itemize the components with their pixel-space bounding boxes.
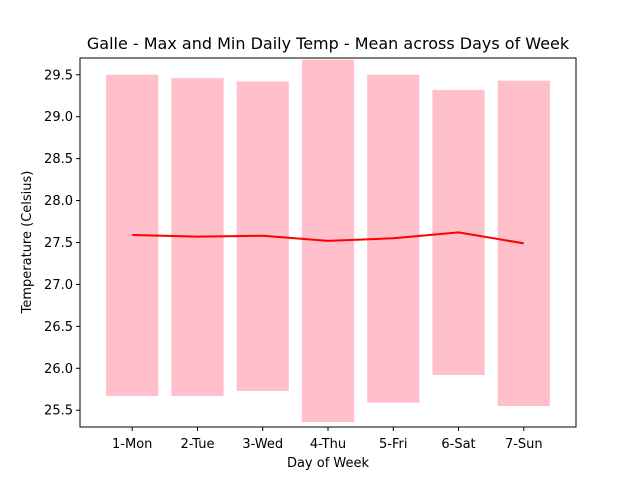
y-axis-label: Temperature (Celsius) xyxy=(20,171,35,315)
y-axis-ticks: 25.5 26.0 26.5 27.0 27.5 28.0 28.5 29.0 29.5 xyxy=(44,68,80,419)
x-tick-label: 6-Sat xyxy=(441,437,475,452)
y-tick-label: 28.5 xyxy=(44,152,73,167)
y-tick-label: 25.5 xyxy=(44,404,73,419)
y-tick-label: 27.0 xyxy=(44,278,73,293)
y-tick-label: 26.0 xyxy=(44,362,73,377)
y-tick-label: 28.0 xyxy=(44,194,73,209)
x-tick-label: 2-Tue xyxy=(180,437,214,452)
x-tick-label: 3-Wed xyxy=(242,437,283,452)
x-tick-label: 5-Fri xyxy=(379,437,407,452)
x-axis-ticks: 1-Mon 2-Tue 3-Wed 4-Thu 5-Fri 6-Sat 7-Sun xyxy=(112,427,543,452)
y-tick-label: 27.5 xyxy=(44,236,73,251)
x-tick-label: 1-Mon xyxy=(112,437,152,452)
x-axis-label: Day of Week xyxy=(287,456,370,471)
y-tick-label: 29.0 xyxy=(44,110,73,125)
x-tick-label: 4-Thu xyxy=(310,437,346,452)
y-tick-label: 29.5 xyxy=(44,68,73,83)
x-tick-label: 7-Sun xyxy=(505,437,543,452)
chart-title: Galle - Max and Min Daily Temp - Mean ac… xyxy=(87,34,570,53)
mean-temp-line xyxy=(132,231,524,245)
y-tick-label: 26.5 xyxy=(44,320,73,335)
